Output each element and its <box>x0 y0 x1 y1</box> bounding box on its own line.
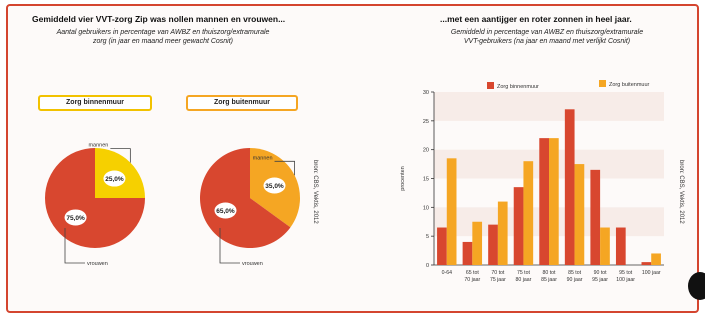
y-tick-label: 10 <box>423 205 429 211</box>
bar-binnenmuur-2 <box>488 224 498 265</box>
left-subtitle-line-2: zorg (in jaar en maand meer gewacht Cosn… <box>92 38 234 45</box>
pie-chart-1: 25,0% mannen 75,0% vrouwen <box>45 143 145 267</box>
x-tick-label: 0-64 <box>442 270 452 276</box>
pie-1-callout-mannen: mannen <box>88 143 108 149</box>
left-subtitle-line-1: Aantal gebruikers in percentage van AWBZ… <box>56 29 270 36</box>
x-tick-label: 70 jaar <box>464 277 480 283</box>
bar-binnenmuur-3 <box>513 187 524 265</box>
x-tick-label: 80 tot <box>543 270 557 276</box>
pie-1-value-bubble-vrouwen <box>64 209 87 226</box>
pie-2-value-bubble-mannen <box>263 177 286 194</box>
left-source: bron: CBS, Vektis, 2012 <box>312 160 318 224</box>
x-tick-label: 85 tot <box>568 270 582 276</box>
bar-binnenmuur-6 <box>590 169 601 265</box>
pie-1-value-bubble-mannen <box>103 170 126 187</box>
y-tick-label: 5 <box>426 234 429 240</box>
pie-2-value-label-vrouwen: 65,0% <box>216 208 235 215</box>
pie-2-slice-vrouwen <box>199 147 291 248</box>
bar-binnenmuur-7 <box>615 227 626 265</box>
bar-buitenmuur-3 <box>523 161 534 265</box>
y-tick-label: 15 <box>423 177 429 183</box>
x-tick-label: 80 jaar <box>516 277 532 283</box>
x-tick-label: 65 tot <box>466 270 480 276</box>
bar-binnenmuur-1 <box>462 241 473 265</box>
x-tick-label: 100 jaar <box>642 270 661 276</box>
bar-buitenmuur-0 <box>446 158 457 265</box>
y-tick-label: 25 <box>423 119 429 125</box>
y-tick-label: 0 <box>426 263 429 269</box>
x-tick-label: 70 tot <box>491 270 505 276</box>
pie-2-label: Zorg buitenmuur <box>186 95 298 111</box>
right-subtitle-line-2: VVT-gebruikers (na jaar en maand met ver… <box>463 38 631 45</box>
pie-2-callout-mannen: mannen <box>253 155 273 161</box>
x-tick-label: 85 jaar <box>541 277 557 283</box>
logo-mark <box>688 272 705 300</box>
x-tick-label: 75 jaar <box>490 277 506 283</box>
right-subtitle-line-1: Gemiddeld in percentage van AWBZ en thui… <box>450 29 644 36</box>
legend-swatch-0 <box>487 82 494 89</box>
bar-binnenmuur-8 <box>641 262 652 265</box>
y-tick-label: 30 <box>423 90 429 96</box>
pie-1-value-label-mannen: 25,0% <box>105 176 124 183</box>
x-tick-label: 95 jaar <box>592 277 608 283</box>
y-tick-label: 20 <box>423 148 429 154</box>
pie-2-value-label-mannen: 35,0% <box>265 183 284 190</box>
bar-buitenmuur-5 <box>574 164 585 265</box>
pie-chart-2: 35,0% mannen 65,0% vrouwen <box>199 147 300 267</box>
left-title: Gemiddeld vier VVT-zorg Zip was nollen m… <box>32 14 286 24</box>
y-axis-label: procenten <box>400 166 406 190</box>
bar-binnenmuur-0 <box>437 227 447 265</box>
legend-label-0: Zorg binnenmuur <box>497 84 539 90</box>
bar-buitenmuur-8 <box>651 253 661 265</box>
bar-binnenmuur-5 <box>564 109 575 265</box>
pie-1-label: Zorg binnenmuur <box>38 95 152 111</box>
bar-buitenmuur-4 <box>549 138 559 265</box>
right-title: ...met een aantijger en roter zonnen in … <box>440 14 632 24</box>
right-source: bron: CBS, Vektis, 2012 <box>678 160 684 224</box>
pie-2-value-bubble-vrouwen <box>214 202 237 219</box>
x-tick-label: 75 tot <box>517 270 531 276</box>
pie-2-callout-vrouwen: vrouwen <box>242 261 263 267</box>
x-tick-label: 90 tot <box>594 270 608 276</box>
bar-buitenmuur-6 <box>600 227 610 265</box>
x-tick-label: 100 jaar <box>616 277 635 283</box>
pie-1-value-label-vrouwen: 75,0% <box>66 215 85 222</box>
x-tick-label: 95 tot <box>619 270 633 276</box>
x-tick-label: 90 jaar <box>567 277 583 283</box>
pie-1-callout-vrouwen: vrouwen <box>87 261 108 267</box>
bar-buitenmuur-1 <box>472 221 483 265</box>
legend-swatch-1 <box>599 80 606 87</box>
bar-buitenmuur-2 <box>497 201 508 265</box>
bar-binnenmuur-4 <box>539 138 549 265</box>
legend-label-1: Zorg buitenmuur <box>609 82 650 88</box>
